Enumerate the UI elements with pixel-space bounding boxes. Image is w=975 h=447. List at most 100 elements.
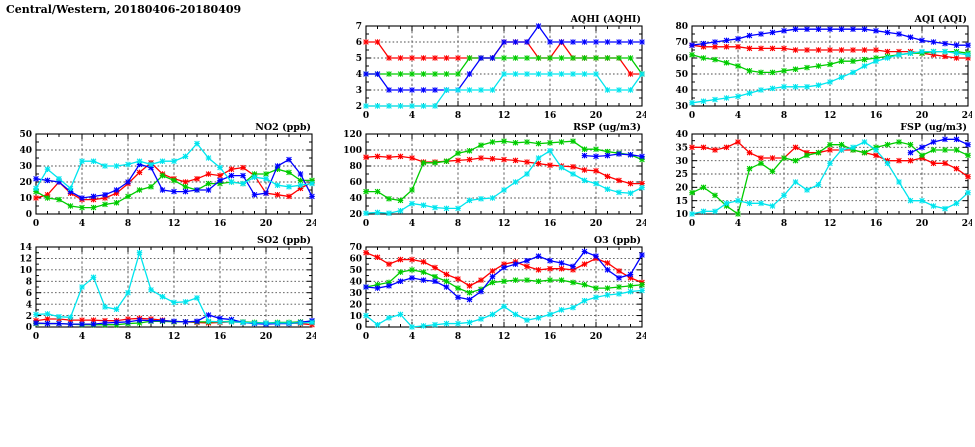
y-tick-label: 10 — [19, 194, 32, 204]
series-series2 — [363, 267, 645, 296]
x-tick-label: 20 — [590, 219, 603, 229]
x-tick-label: 0 — [33, 332, 39, 342]
x-tick-label: 8 — [781, 219, 787, 229]
y-tick-label: 10 — [349, 312, 362, 322]
x-tick-label: 0 — [363, 111, 369, 121]
x-tick-label: 0 — [363, 219, 369, 229]
series-series4 — [689, 48, 971, 106]
y-tick-label: 35 — [675, 144, 688, 154]
x-tick-label: 16 — [214, 219, 227, 229]
x-tick-label: 8 — [455, 332, 461, 342]
series-series3 — [581, 151, 645, 160]
chart-title: NO2 (ppb) — [255, 122, 311, 133]
y-tick-label: 6 — [356, 38, 362, 48]
series-series4 — [33, 249, 315, 326]
y-tick-label: 2 — [26, 312, 32, 322]
series-series4 — [33, 140, 315, 192]
y-tick-label: 10 — [675, 210, 688, 220]
x-tick-label: 0 — [363, 332, 369, 342]
y-tick-label: 2 — [356, 102, 362, 112]
y-tick-label: 70 — [349, 243, 362, 253]
x-tick-label: 8 — [125, 332, 131, 342]
x-tick-label: 8 — [455, 111, 461, 121]
no2-chart: NO2 (ppb) 0 10 20 30 40 50 0 4 8 12 16 20 24 — [6, 120, 316, 230]
fsp-chart: FSP (ug/m3) 10 15 20 25 30 35 40 0 4 8 12 16 20 24 — [662, 120, 972, 230]
x-tick-label: 24 — [962, 111, 972, 121]
x-tick-label: 12 — [498, 219, 511, 229]
y-tick-label: 80 — [675, 22, 688, 32]
x-tick-label: 16 — [214, 332, 227, 342]
x-tick-label: 20 — [260, 219, 273, 229]
x-tick-label: 20 — [916, 111, 929, 121]
chart-title: SO2 (ppb) — [257, 235, 311, 246]
y-tick-label: 3 — [356, 86, 362, 96]
x-tick-label: 4 — [409, 332, 415, 342]
so2-chart: SO2 (ppb) 0 2 4 6 8 10 12 14 0 4 8 12 16 20 24 — [6, 233, 316, 343]
y-tick-label: 10 — [19, 266, 32, 276]
x-tick-label: 12 — [498, 332, 511, 342]
y-tick-label: 40 — [675, 130, 688, 140]
x-tick-label: 24 — [306, 219, 316, 229]
y-tick-label: 40 — [19, 146, 32, 156]
series-series2 — [689, 139, 971, 217]
x-tick-label: 4 — [409, 219, 415, 229]
x-tick-label: 16 — [544, 332, 557, 342]
series-series4 — [689, 139, 971, 217]
y-tick-label: 25 — [675, 170, 688, 180]
x-tick-label: 4 — [79, 332, 85, 342]
x-tick-label: 12 — [168, 219, 181, 229]
chart-title: FSP (ug/m3) — [900, 122, 967, 133]
x-tick-label: 16 — [544, 111, 557, 121]
y-tick-label: 20 — [675, 184, 688, 194]
rsp-chart: RSP (ug/m3) 20 40 60 80 100 120 0 4 8 12 16 20 24 — [336, 120, 646, 230]
x-tick-label: 4 — [735, 219, 741, 229]
y-tick-label: 4 — [356, 70, 362, 80]
y-tick-label: 5 — [356, 54, 362, 64]
y-tick-label: 0 — [26, 323, 32, 333]
y-tick-label: 50 — [19, 130, 32, 140]
y-tick-label: 20 — [349, 210, 362, 220]
y-tick-label: 30 — [19, 162, 32, 172]
x-tick-label: 24 — [636, 111, 646, 121]
series-series3 — [363, 248, 645, 303]
x-tick-label: 20 — [590, 111, 603, 121]
x-tick-label: 12 — [168, 332, 181, 342]
x-tick-label: 20 — [260, 332, 273, 342]
y-tick-label: 6 — [26, 289, 32, 299]
x-tick-label: 8 — [781, 111, 787, 121]
x-tick-label: 4 — [409, 111, 415, 121]
y-tick-label: 60 — [349, 178, 362, 188]
y-tick-label: 50 — [349, 266, 362, 276]
y-tick-label: 30 — [349, 289, 362, 299]
series-series4 — [363, 148, 645, 216]
x-tick-label: 0 — [33, 219, 39, 229]
series-series3 — [33, 156, 315, 201]
y-tick-label: 40 — [349, 277, 362, 287]
y-tick-label: 14 — [19, 243, 32, 253]
y-tick-label: 0 — [356, 323, 362, 333]
x-tick-label: 4 — [735, 111, 741, 121]
y-tick-label: 120 — [343, 130, 362, 140]
series-series3 — [907, 136, 971, 156]
x-tick-label: 0 — [689, 219, 695, 229]
y-tick-label: 20 — [19, 178, 32, 188]
y-tick-label: 70 — [675, 38, 688, 48]
y-tick-label: 80 — [349, 162, 362, 172]
x-tick-label: 20 — [590, 332, 603, 342]
x-tick-label: 24 — [636, 219, 646, 229]
y-tick-label: 40 — [349, 194, 362, 204]
x-tick-label: 8 — [125, 219, 131, 229]
series-series2 — [363, 138, 645, 204]
y-tick-label: 60 — [675, 54, 688, 64]
x-tick-label: 16 — [870, 219, 883, 229]
y-tick-label: 50 — [675, 70, 688, 80]
o3-chart: O3 (ppb) 0 10 20 30 40 50 60 70 0 4 8 12 16 20 24 — [336, 233, 646, 343]
series-series4 — [363, 287, 645, 330]
chart-title: AQHI (AQHI) — [570, 14, 641, 25]
x-tick-label: 12 — [824, 219, 837, 229]
y-tick-label: 40 — [675, 86, 688, 96]
x-tick-label: 24 — [962, 219, 972, 229]
y-tick-label: 4 — [26, 300, 32, 310]
y-tick-label: 30 — [675, 157, 688, 167]
aqhi-chart: AQHI (AQHI) 2 3 4 5 6 7 0 4 8 12 16 20 24 — [336, 12, 646, 122]
